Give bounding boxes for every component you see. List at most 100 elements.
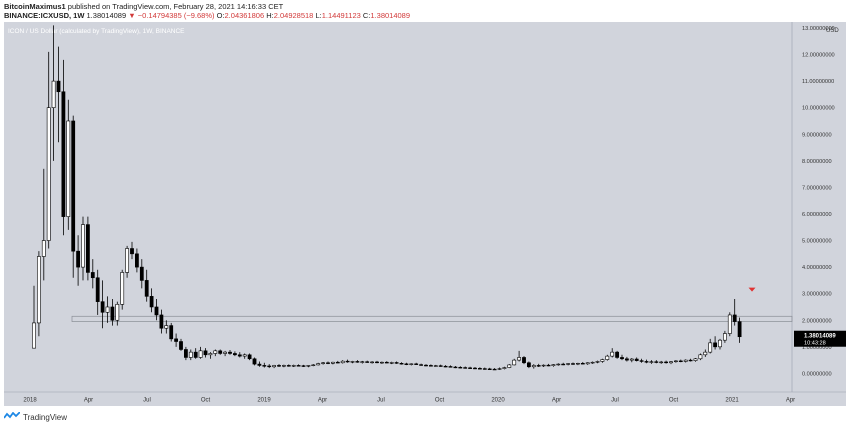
chart-title: ICON / US Dollar (calculated by TradingV…	[8, 28, 185, 35]
candle-body	[51, 80, 56, 108]
author-name[interactable]: BitcoinMaximus1	[4, 2, 66, 11]
x-tick-label: Oct	[435, 398, 445, 404]
candle-body	[340, 360, 345, 364]
candle-body	[355, 361, 360, 363]
candle-body	[257, 363, 262, 366]
candle-body	[443, 365, 448, 368]
candle-body	[605, 355, 610, 360]
x-tick-label: Apr	[84, 398, 93, 404]
candle-body	[286, 365, 291, 367]
candle-body	[551, 364, 556, 366]
candle-body	[375, 361, 379, 364]
candle-body	[453, 366, 458, 369]
candle-body	[517, 357, 522, 361]
candle-body	[419, 364, 424, 366]
candle-body	[624, 358, 629, 361]
candle-body	[41, 240, 46, 257]
candle-body	[473, 367, 477, 370]
publish-line: BitcoinMaximus1 published on TradingView…	[4, 2, 283, 11]
tradingview-logo[interactable]: TradingView	[4, 412, 67, 422]
candle-body	[487, 368, 492, 370]
candle-body	[708, 342, 713, 353]
candle-body	[272, 365, 277, 368]
open-label: O:	[216, 11, 225, 20]
candle-body	[345, 360, 350, 363]
plot-background	[4, 20, 792, 392]
candle-body	[321, 362, 326, 364]
price-tag-timer: 10:43:28	[804, 341, 826, 347]
candle-body	[531, 365, 536, 368]
candle-body	[536, 365, 541, 367]
chart-header: BitcoinMaximus1 published on TradingView…	[0, 0, 850, 22]
candle-body	[477, 368, 482, 370]
candle-body	[678, 360, 683, 363]
y-tick-label: 12.00000000	[802, 53, 835, 59]
candle-body	[644, 361, 649, 363]
candle-body	[492, 368, 497, 371]
candle-body	[571, 363, 575, 365]
candle-body	[370, 361, 375, 364]
candle-body	[179, 341, 183, 350]
candle-body	[135, 253, 139, 268]
y-tick-label: 13.00000000	[802, 26, 835, 32]
candle-body	[130, 248, 134, 255]
candle-body	[713, 342, 718, 348]
resistance-band	[71, 315, 793, 322]
candle-body	[316, 363, 321, 366]
candle-body	[384, 361, 389, 364]
candle-body	[404, 363, 409, 365]
candle-body	[105, 306, 110, 313]
candle-body	[247, 354, 252, 360]
candle-body	[718, 339, 722, 348]
candle-body	[664, 361, 669, 364]
tradingview-logo-icon	[4, 412, 20, 419]
y-tick-label: 2.00000000	[802, 318, 832, 324]
candle-body	[61, 91, 66, 217]
x-tick-label: Oct	[201, 398, 211, 404]
candle-body	[184, 349, 188, 358]
price-change: −0.14794385 (−9.68%)	[137, 11, 215, 20]
candle-body	[301, 365, 306, 367]
tradingview-logo-text: TradingView	[23, 412, 68, 422]
candle-body	[100, 301, 105, 313]
candle-body	[66, 120, 71, 217]
y-tick-label: 1.00000000	[802, 345, 832, 351]
candle-body	[409, 363, 414, 365]
price-tag-value: 1.38014089	[804, 334, 836, 340]
candle-body	[463, 367, 468, 369]
candle-body	[125, 248, 130, 273]
candle-body	[360, 361, 365, 363]
x-tick-label: Jul	[143, 398, 151, 404]
candle-body	[595, 361, 600, 363]
y-tick-label: 3.00000000	[802, 292, 832, 298]
candle-body	[335, 361, 340, 364]
candle-body	[115, 304, 120, 321]
candle-body	[669, 361, 673, 364]
published-text: published on TradingView.com, February 2…	[67, 2, 284, 11]
y-tick-label: 7.00000000	[802, 185, 832, 191]
candle-body	[541, 364, 546, 367]
candle-body	[698, 354, 703, 360]
candle-body	[218, 350, 223, 354]
low-label: L:	[315, 11, 322, 20]
candle-body	[556, 363, 561, 366]
candle-body	[32, 322, 36, 349]
y-tick-label: 6.00000000	[802, 212, 832, 218]
candle-body	[311, 364, 316, 366]
candle-body	[174, 338, 179, 342]
candle-body	[639, 360, 644, 362]
candle-body	[585, 362, 590, 365]
candle-body	[727, 314, 732, 334]
candle-body	[522, 357, 526, 364]
candle-body	[722, 333, 727, 341]
candle-body	[277, 365, 281, 367]
x-tick-label: Apr	[318, 398, 327, 404]
x-tick-label: 2021	[725, 398, 739, 404]
candle-body	[233, 353, 237, 356]
candle-body	[71, 120, 76, 252]
candle-body	[512, 359, 517, 366]
candle-body	[673, 360, 678, 363]
candle-body	[81, 224, 85, 268]
